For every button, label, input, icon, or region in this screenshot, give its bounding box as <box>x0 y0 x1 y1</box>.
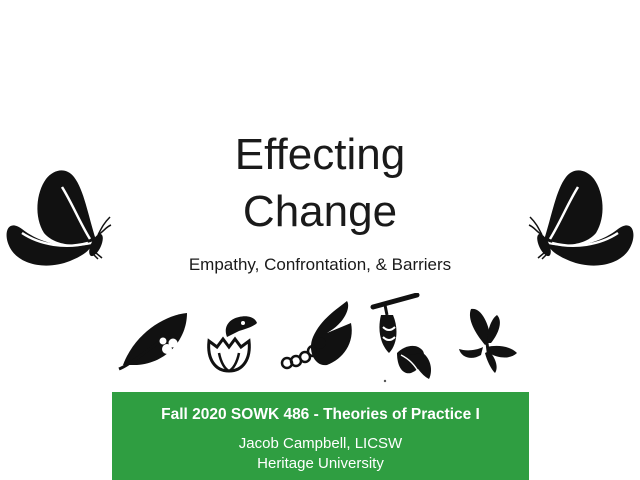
butterfly-icon <box>528 170 634 266</box>
hatching-egg-icon <box>207 316 257 373</box>
life-cycle-icons <box>118 293 517 383</box>
title-line-2: Change <box>242 187 398 236</box>
course-title: Fall 2020 SOWK 486 - Theories of Practic… <box>161 406 480 423</box>
caterpillar-on-leaf-icon <box>280 301 352 370</box>
butterfly-icon <box>459 308 517 373</box>
subtitle: Empathy, Confrontation, & Barriers <box>188 255 452 274</box>
butterfly-icon <box>6 170 112 266</box>
title-line-1: Effecting <box>234 130 406 179</box>
author-name: Jacob Campbell, LICSW <box>238 435 403 452</box>
institution-name: Heritage University <box>257 455 384 472</box>
chrysalis-icon <box>370 293 420 353</box>
course-banner: Fall 2020 SOWK 486 - Theories of Practic… <box>112 392 529 480</box>
emerging-butterfly-icon <box>397 345 431 379</box>
leaf-with-eggs-icon <box>118 313 187 371</box>
